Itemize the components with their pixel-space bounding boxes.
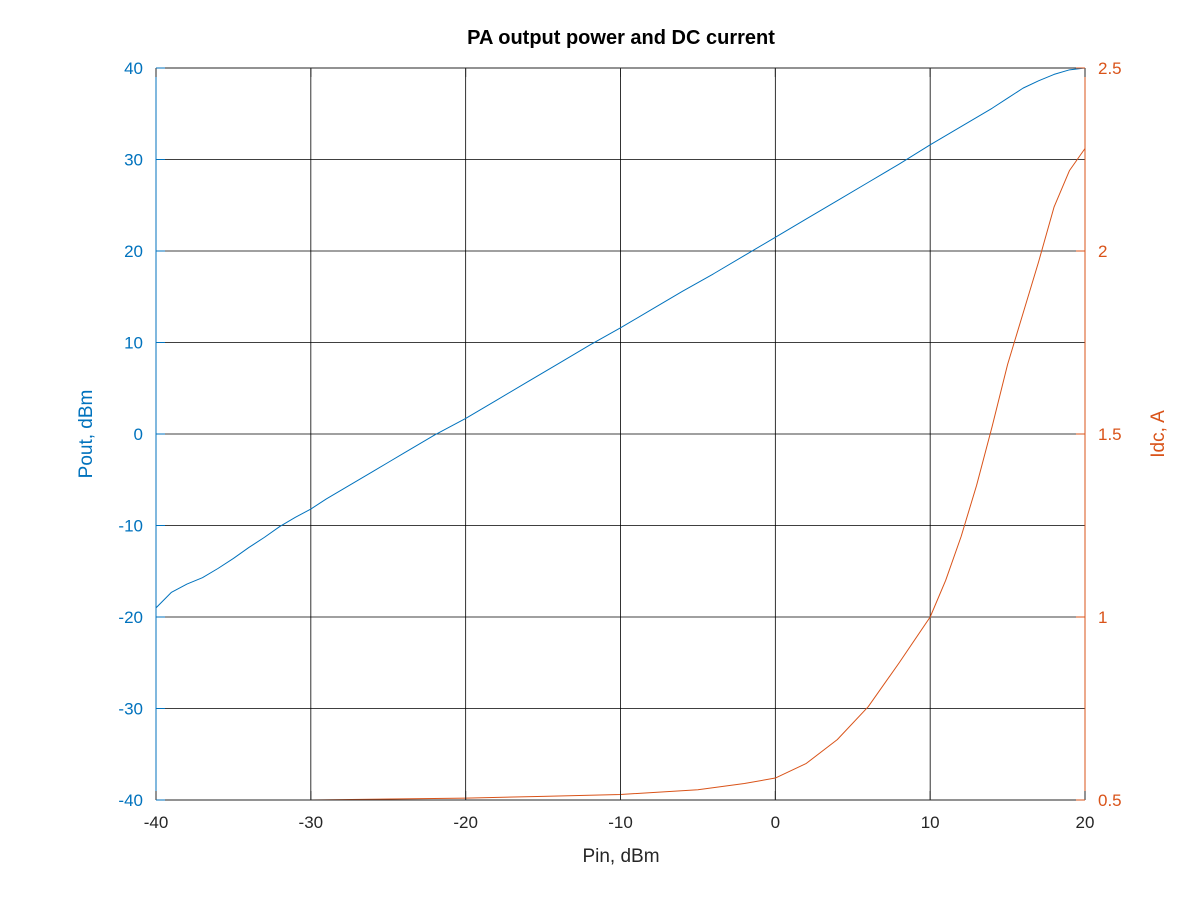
y-tick-left-label: -40 [118,791,143,810]
y-tick-right-label: 2 [1098,242,1107,261]
x-tick-label: -20 [453,813,478,832]
x-tick-label: -30 [299,813,324,832]
x-tick-label: 10 [921,813,940,832]
series-line-pout [155,67,1086,609]
x-axis-label: Pin, dBm [582,846,659,867]
y-tick-left-label: -30 [118,700,143,719]
y-tick-right-label: 1.5 [1098,425,1122,444]
y-tick-left-label: -10 [118,517,143,536]
y-tick-right-label: 0.5 [1098,791,1122,810]
tick-labels: -40 -30 -20 -10 0 10 20 -40 -30 -20 -10 0 10 20 30 40 0.… [118,59,1121,832]
y-tick-left-label: 10 [124,334,143,353]
y-axis-left-label: Pout, dBm [76,390,97,479]
y-tick-left-label: -20 [118,608,143,627]
x-tick-label: 0 [771,813,780,832]
series-line-idc [156,148,1086,801]
x-tick-label: -10 [608,813,633,832]
x-tick-label: 20 [1076,813,1095,832]
chart-title: PA output power and DC current [467,27,775,49]
y-tick-right-label: 1 [1098,608,1107,627]
series-lines [155,67,1086,801]
grid [155,67,1086,801]
y-axis-right-label: Idc, A [1148,410,1169,458]
y-tick-right-label: 2.5 [1098,59,1122,78]
y-tick-left-label: 40 [124,59,143,78]
x-tick-label: -40 [144,813,169,832]
axes [155,67,1086,801]
y-tick-left-label: 0 [134,425,143,444]
y-tick-left-label: 30 [124,151,143,170]
y-tick-left-label: 20 [124,242,143,261]
